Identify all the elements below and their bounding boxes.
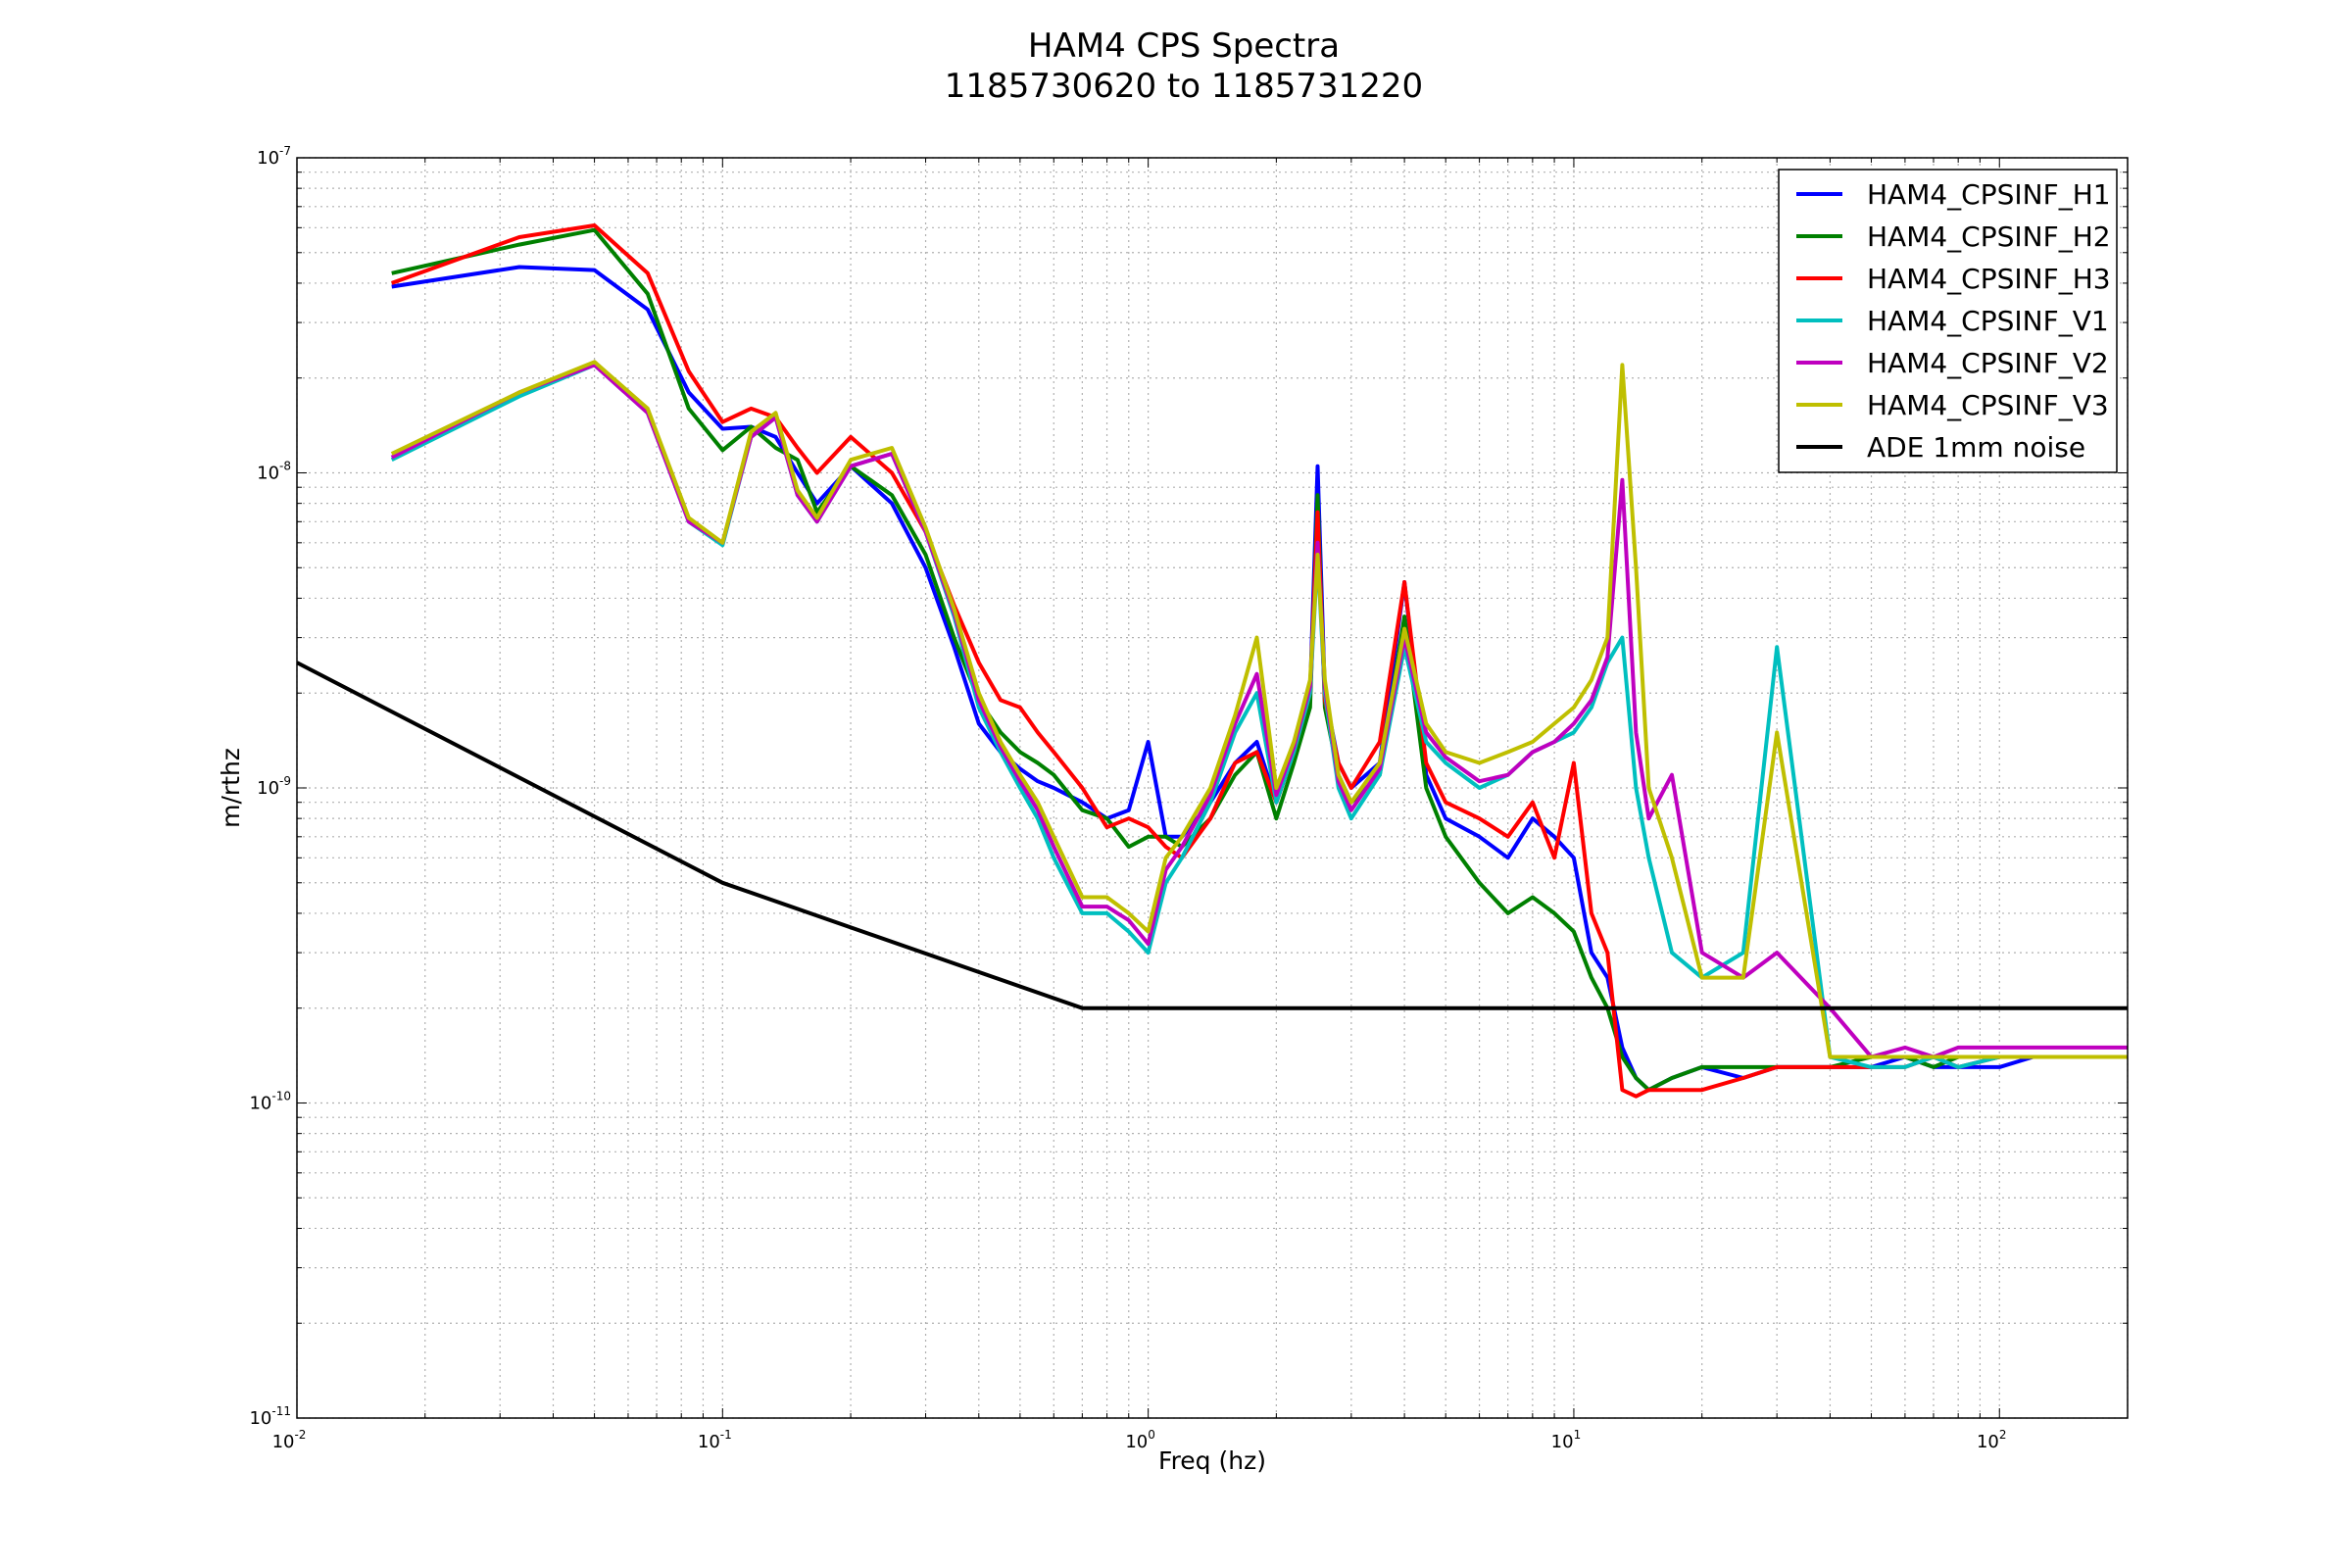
y-tick-label: 10-10 [249, 1090, 291, 1114]
x-tick-label: 101 [1551, 1428, 1582, 1452]
grid [296, 157, 2129, 1419]
legend-label-2: HAM4_CPSINF_H3 [1867, 263, 2111, 295]
y-tick-label: 10-7 [257, 144, 291, 169]
y-tick-label: 10-8 [257, 460, 291, 484]
y-tick-label: 10-9 [257, 774, 291, 799]
x-axis-label: Freq (hz) [1158, 1446, 1266, 1475]
legend: HAM4_CPSINF_H1 HAM4_CPSINF_H2 HAM4_CPSINF_… [1778, 169, 2118, 473]
y-tick-label: 10-11 [249, 1404, 291, 1429]
x-tick-label: 10-2 [272, 1428, 307, 1452]
legend-label-1: HAM4_CPSINF_H2 [1867, 220, 2111, 253]
x-tick-label: 10-1 [698, 1428, 732, 1452]
legend-label-3: HAM4_CPSINF_V1 [1867, 305, 2109, 337]
chart-subtitle: 1185730620 to 1185731220 [945, 67, 1423, 106]
x-tick-label: 100 [1125, 1428, 1155, 1452]
legend-label-5: HAM4_CPSINF_V3 [1867, 389, 2109, 421]
plot-frame [296, 157, 2129, 1419]
axis-ticks: 10-2 10-1 100 101 102 10-11 10-10 10-9 10-8 10-7 [249, 144, 2129, 1452]
chart-title: HAM4 CPS Spectra [1028, 26, 1340, 66]
series-lines [297, 223, 2128, 1099]
series-line-5 [390, 360, 2128, 1059]
legend-label-6: ADE 1mm noise [1867, 431, 2085, 464]
legend-label-4: HAM4_CPSINF_V2 [1867, 347, 2109, 379]
x-tick-label: 102 [1977, 1428, 2007, 1452]
y-axis-label: m/rthz [217, 748, 245, 828]
series-line-6 [297, 661, 2128, 1010]
legend-label-0: HAM4_CPSINF_H1 [1867, 178, 2111, 211]
